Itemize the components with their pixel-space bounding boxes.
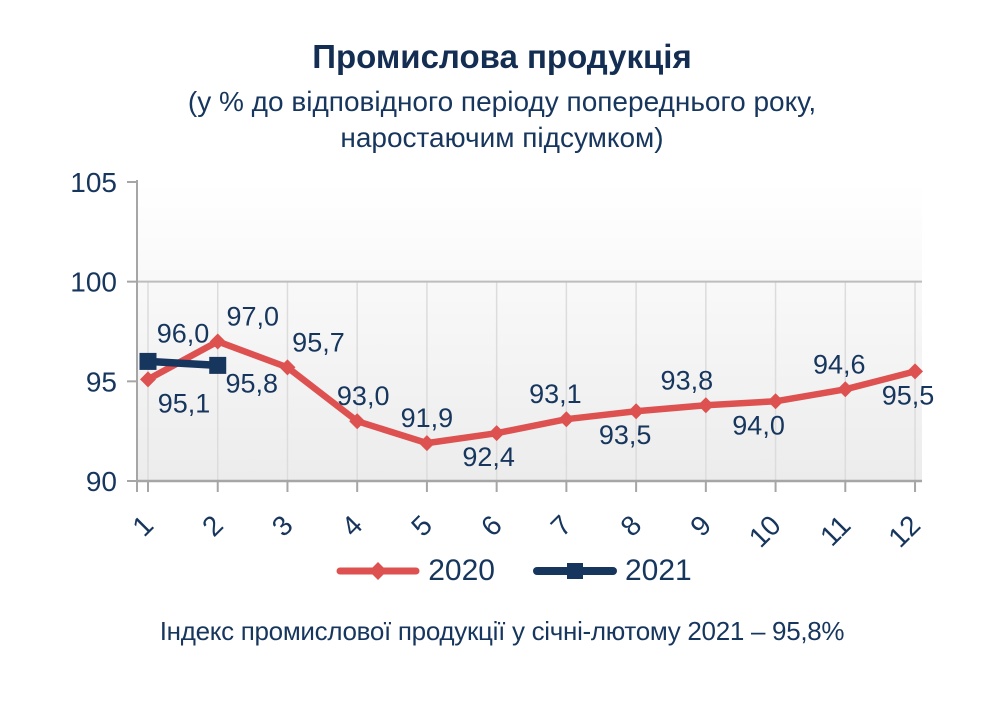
data-label-2020-8: 93,5	[599, 420, 652, 450]
marker-diamond-2020-8	[628, 403, 645, 420]
marker-square-2021-1	[139, 352, 157, 370]
legend-label-2020: 2020	[428, 554, 495, 587]
footnote-text: Індекс промислової продукції у січні-лют…	[159, 616, 845, 646]
legend-square-2021-icon	[567, 563, 583, 579]
legend-diamond-2020-icon	[369, 562, 388, 580]
marker-diamond-2020-2	[209, 333, 226, 350]
x-tick-label-3: 3	[266, 509, 299, 542]
y-tick-label-90: 90	[86, 466, 117, 497]
marker-square-2021-2	[209, 356, 227, 374]
marker-diamond-2020-6	[488, 425, 505, 442]
marker-diamond-2020-10	[767, 393, 784, 410]
legend-item-2021: 2021	[533, 554, 692, 588]
data-label-2020-10: 94,0	[732, 410, 785, 440]
data-label-2020-11: 94,6	[813, 349, 866, 379]
plot-area	[137, 182, 922, 481]
series-line-2020	[144, 338, 919, 447]
x-tick-label-7: 7	[545, 509, 578, 542]
marker-diamond-2020-3	[279, 359, 296, 376]
data-label-2020-2: 97,0	[226, 301, 279, 331]
y-tick-label-100: 100	[70, 267, 117, 298]
x-tick-label-5: 5	[405, 509, 438, 542]
x-tick-label-6: 6	[475, 509, 508, 542]
data-label-2020-12: 95,5	[882, 380, 935, 410]
data-label-2020-5: 91,9	[401, 403, 454, 433]
chart-subtitle-line2: наростаючим підсумком)	[340, 122, 664, 153]
data-label-2021-1: 96,0	[157, 318, 210, 348]
x-tick-label-1: 1	[126, 509, 159, 542]
legend-item-2020: 2020	[336, 554, 495, 588]
x-tick-label-8: 8	[614, 509, 647, 542]
x-tick-label-10: 10	[743, 509, 787, 553]
data-label-2020-3: 95,7	[292, 327, 345, 357]
x-tick-label-2: 2	[196, 509, 229, 542]
y-tick-label-95: 95	[86, 366, 117, 397]
data-label-2020-1: 95,1	[158, 388, 211, 418]
marker-diamond-2020-7	[558, 411, 575, 428]
x-tick-label-12: 12	[882, 509, 926, 553]
legend-label-2021: 2021	[625, 554, 692, 587]
series-line-2021	[144, 357, 222, 370]
marker-diamond-2020-9	[697, 397, 714, 414]
legend-marker-2020	[336, 562, 420, 580]
chart-subtitle-line1: (у % до відповідного періоду попередньог…	[187, 86, 817, 117]
x-tick-label-9: 9	[684, 509, 717, 542]
x-tick-label-11: 11	[814, 509, 856, 551]
marker-diamond-2020-1	[140, 371, 156, 388]
marker-diamond-2020-11	[837, 381, 854, 398]
marker-diamond-2020-5	[418, 435, 435, 452]
chart-title: Промислова продукція	[312, 38, 692, 75]
data-label-2021-2: 95,8	[225, 368, 278, 398]
marker-diamond-2020-12	[907, 363, 924, 380]
data-label-2020-6: 92,4	[462, 442, 515, 472]
legend-marker-2021	[533, 563, 617, 579]
y-tick-label-105: 105	[70, 167, 117, 198]
marker-diamond-2020-4	[349, 413, 366, 430]
data-label-2020-9: 93,8	[661, 365, 714, 395]
data-label-2020-4: 93,0	[337, 381, 390, 411]
x-tick-label-4: 4	[335, 509, 368, 542]
chart-legend: 2020 2021	[0, 554, 1004, 588]
data-label-2020-7: 93,1	[529, 379, 582, 409]
